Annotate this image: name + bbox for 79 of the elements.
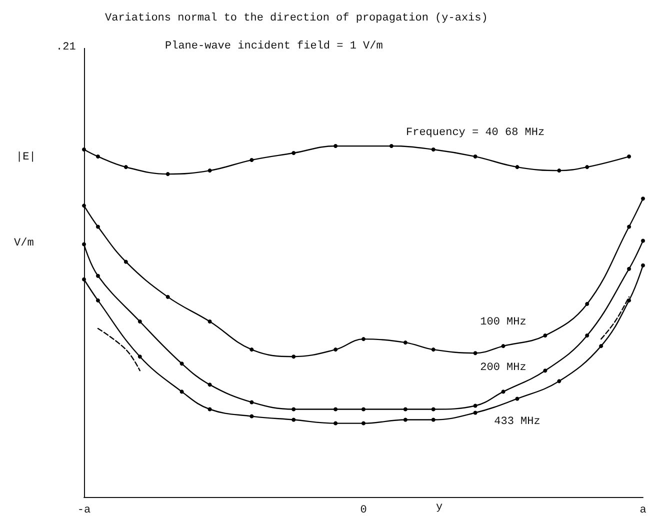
point (627, 224, 632, 229)
point (515, 165, 520, 170)
point (627, 266, 632, 271)
point (124, 260, 128, 264)
point (82, 277, 86, 282)
x-tick-label: a (640, 504, 647, 516)
point (138, 354, 142, 359)
point (250, 158, 254, 162)
point (501, 390, 506, 394)
point (599, 344, 604, 348)
point (473, 154, 478, 159)
point (208, 382, 212, 387)
point (543, 334, 548, 338)
point (250, 400, 254, 404)
point (96, 224, 100, 229)
point (403, 340, 408, 345)
point (431, 148, 436, 152)
point (362, 421, 366, 426)
text: .21 (56, 42, 76, 54)
point (82, 242, 86, 246)
point (96, 298, 100, 302)
point (96, 274, 100, 278)
series-label: 100 MHz (480, 316, 526, 329)
point (292, 418, 296, 422)
point (208, 168, 212, 173)
x-tick-label: 0 (360, 504, 367, 516)
point (501, 344, 506, 348)
point (82, 148, 86, 152)
point (641, 238, 645, 243)
point (543, 368, 548, 373)
chart-subtitle: Plane-wave incident field = 1 V/m (165, 40, 384, 52)
y-axis-title: |E| (16, 152, 36, 164)
chart-title: Variations normal to the direction of propagation (y-axis) (105, 12, 488, 24)
point (362, 337, 366, 342)
point (515, 396, 520, 401)
point (557, 379, 562, 384)
point (627, 298, 632, 302)
point (403, 407, 408, 412)
point (180, 390, 184, 394)
point (334, 407, 338, 412)
point (585, 302, 590, 306)
point (82, 204, 86, 208)
point (362, 407, 366, 412)
series-label: Frequency = 40 68 MHz (406, 127, 545, 140)
text: V/m (14, 238, 34, 250)
point (641, 196, 645, 201)
point (250, 348, 254, 352)
point (431, 418, 436, 422)
point (585, 165, 590, 170)
point (473, 404, 478, 408)
point (389, 144, 394, 148)
point (473, 410, 478, 415)
point (250, 414, 254, 418)
series-label: 433 MHz (494, 416, 540, 428)
point (334, 348, 338, 352)
point (180, 362, 184, 366)
point (292, 151, 296, 156)
point (124, 165, 128, 170)
point (96, 154, 100, 159)
point (138, 320, 142, 324)
point (641, 263, 645, 268)
series-label: 200 MHz (480, 362, 526, 374)
point (473, 351, 478, 356)
point (166, 294, 170, 299)
point (166, 172, 170, 176)
point (585, 334, 590, 338)
point (431, 407, 436, 412)
point (208, 320, 212, 324)
x-axis-title: y (436, 502, 443, 514)
point (292, 407, 296, 412)
point (292, 354, 296, 359)
point (557, 168, 562, 173)
point (334, 421, 338, 426)
point (627, 154, 632, 159)
point (431, 348, 436, 352)
x-tick-label: -a (77, 504, 91, 516)
point (403, 418, 408, 422)
point (208, 407, 212, 412)
point (334, 144, 338, 148)
